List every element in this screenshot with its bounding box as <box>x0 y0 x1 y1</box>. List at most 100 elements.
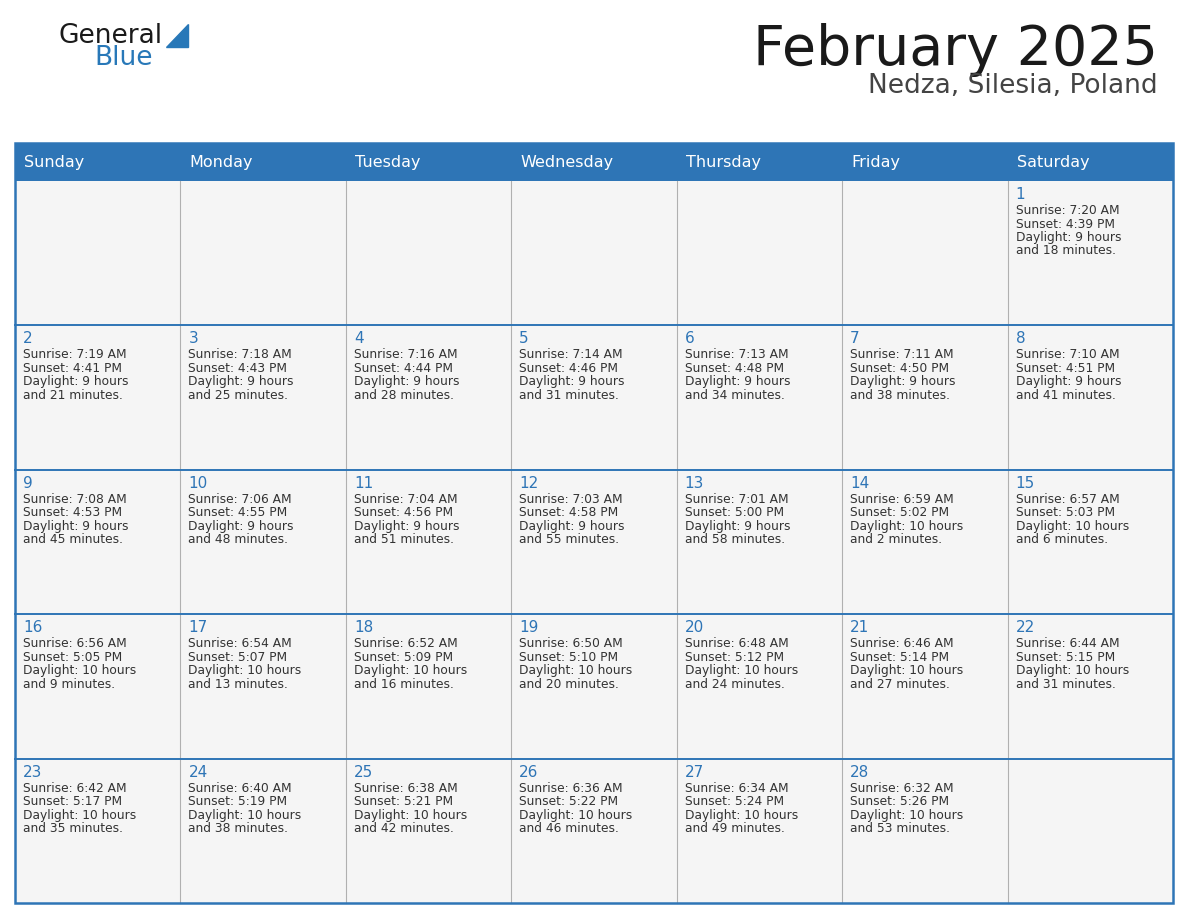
Text: and 45 minutes.: and 45 minutes. <box>23 533 124 546</box>
Text: and 18 minutes.: and 18 minutes. <box>1016 244 1116 258</box>
Bar <box>181 758 346 903</box>
Text: Sunset: 5:14 PM: Sunset: 5:14 PM <box>851 651 949 664</box>
Text: Sunset: 5:05 PM: Sunset: 5:05 PM <box>23 651 122 664</box>
Text: Sunset: 5:15 PM: Sunset: 5:15 PM <box>1016 651 1114 664</box>
Text: 28: 28 <box>851 765 870 779</box>
Text: Sunrise: 6:38 AM: Sunrise: 6:38 AM <box>354 781 457 795</box>
Bar <box>511 181 677 325</box>
Bar <box>181 470 346 614</box>
Bar <box>511 325 677 470</box>
Text: and 2 minutes.: and 2 minutes. <box>851 533 942 546</box>
Text: Sunset: 5:22 PM: Sunset: 5:22 PM <box>519 795 619 808</box>
Text: Daylight: 9 hours: Daylight: 9 hours <box>1016 375 1121 388</box>
Text: 9: 9 <box>23 476 33 491</box>
Text: 16: 16 <box>23 621 43 635</box>
Text: and 6 minutes.: and 6 minutes. <box>1016 533 1107 546</box>
Text: Sunday: Sunday <box>24 154 84 170</box>
Text: 7: 7 <box>851 331 860 346</box>
Text: Daylight: 9 hours: Daylight: 9 hours <box>354 375 460 388</box>
Text: 2: 2 <box>23 331 32 346</box>
Text: Nedza, Silesia, Poland: Nedza, Silesia, Poland <box>868 73 1158 99</box>
Text: Sunset: 5:17 PM: Sunset: 5:17 PM <box>23 795 122 808</box>
Text: Sunrise: 6:52 AM: Sunrise: 6:52 AM <box>354 637 457 650</box>
Text: 24: 24 <box>189 765 208 779</box>
Text: 10: 10 <box>189 476 208 491</box>
Text: Sunset: 5:21 PM: Sunset: 5:21 PM <box>354 795 453 808</box>
Text: Daylight: 10 hours: Daylight: 10 hours <box>851 809 963 822</box>
Text: Sunrise: 7:16 AM: Sunrise: 7:16 AM <box>354 349 457 362</box>
Text: 5: 5 <box>519 331 529 346</box>
Text: 26: 26 <box>519 765 538 779</box>
Text: Sunrise: 6:42 AM: Sunrise: 6:42 AM <box>23 781 127 795</box>
Text: Monday: Monday <box>189 154 253 170</box>
Bar <box>1007 470 1173 614</box>
Bar <box>1007 758 1173 903</box>
Text: 3: 3 <box>189 331 198 346</box>
Bar <box>346 758 511 903</box>
Text: and 16 minutes.: and 16 minutes. <box>354 677 454 690</box>
Text: Sunset: 5:00 PM: Sunset: 5:00 PM <box>684 507 784 520</box>
Text: Sunset: 5:19 PM: Sunset: 5:19 PM <box>189 795 287 808</box>
Text: Sunrise: 6:32 AM: Sunrise: 6:32 AM <box>851 781 954 795</box>
Text: Sunset: 4:41 PM: Sunset: 4:41 PM <box>23 362 122 375</box>
Text: and 38 minutes.: and 38 minutes. <box>189 823 289 835</box>
Bar <box>15 470 181 614</box>
Text: Daylight: 10 hours: Daylight: 10 hours <box>1016 665 1129 677</box>
Text: Daylight: 9 hours: Daylight: 9 hours <box>684 375 790 388</box>
Text: Sunrise: 7:08 AM: Sunrise: 7:08 AM <box>23 493 127 506</box>
Bar <box>677 470 842 614</box>
Text: Daylight: 9 hours: Daylight: 9 hours <box>189 520 293 532</box>
Bar <box>842 758 1007 903</box>
Text: and 58 minutes.: and 58 minutes. <box>684 533 785 546</box>
Text: Sunrise: 7:11 AM: Sunrise: 7:11 AM <box>851 349 954 362</box>
Text: and 21 minutes.: and 21 minutes. <box>23 389 122 402</box>
Text: Daylight: 9 hours: Daylight: 9 hours <box>23 375 128 388</box>
Text: Sunset: 4:58 PM: Sunset: 4:58 PM <box>519 507 619 520</box>
Bar <box>181 614 346 758</box>
Bar <box>842 470 1007 614</box>
Text: Sunrise: 6:57 AM: Sunrise: 6:57 AM <box>1016 493 1119 506</box>
Text: Daylight: 9 hours: Daylight: 9 hours <box>1016 231 1121 244</box>
Bar <box>15 143 1173 903</box>
Text: and 9 minutes.: and 9 minutes. <box>23 677 115 690</box>
Bar <box>15 325 181 470</box>
Text: Sunset: 5:02 PM: Sunset: 5:02 PM <box>851 507 949 520</box>
Text: 11: 11 <box>354 476 373 491</box>
Text: 14: 14 <box>851 476 870 491</box>
Text: Sunrise: 7:14 AM: Sunrise: 7:14 AM <box>519 349 623 362</box>
Text: Daylight: 9 hours: Daylight: 9 hours <box>684 520 790 532</box>
Text: Daylight: 9 hours: Daylight: 9 hours <box>519 520 625 532</box>
Bar <box>677 614 842 758</box>
Text: and 20 minutes.: and 20 minutes. <box>519 677 619 690</box>
Text: 22: 22 <box>1016 621 1035 635</box>
Text: Sunset: 5:24 PM: Sunset: 5:24 PM <box>684 795 784 808</box>
Text: Sunset: 4:44 PM: Sunset: 4:44 PM <box>354 362 453 375</box>
Text: Daylight: 10 hours: Daylight: 10 hours <box>519 665 632 677</box>
Text: Sunset: 4:55 PM: Sunset: 4:55 PM <box>189 507 287 520</box>
Text: and 31 minutes.: and 31 minutes. <box>1016 677 1116 690</box>
Text: 12: 12 <box>519 476 538 491</box>
Text: Daylight: 9 hours: Daylight: 9 hours <box>354 520 460 532</box>
Text: Daylight: 9 hours: Daylight: 9 hours <box>189 375 293 388</box>
Text: 23: 23 <box>23 765 43 779</box>
Text: Sunset: 4:51 PM: Sunset: 4:51 PM <box>1016 362 1114 375</box>
Polygon shape <box>166 24 188 47</box>
Bar <box>181 181 346 325</box>
Text: Daylight: 10 hours: Daylight: 10 hours <box>189 665 302 677</box>
Text: 13: 13 <box>684 476 704 491</box>
Text: Sunset: 5:09 PM: Sunset: 5:09 PM <box>354 651 453 664</box>
Text: 8: 8 <box>1016 331 1025 346</box>
Text: Sunrise: 6:40 AM: Sunrise: 6:40 AM <box>189 781 292 795</box>
Text: Sunrise: 7:20 AM: Sunrise: 7:20 AM <box>1016 204 1119 217</box>
Bar <box>677 758 842 903</box>
Text: Sunrise: 7:06 AM: Sunrise: 7:06 AM <box>189 493 292 506</box>
Text: Daylight: 9 hours: Daylight: 9 hours <box>519 375 625 388</box>
Text: 25: 25 <box>354 765 373 779</box>
Text: Daylight: 10 hours: Daylight: 10 hours <box>1016 520 1129 532</box>
Text: Sunset: 4:39 PM: Sunset: 4:39 PM <box>1016 218 1114 230</box>
Text: and 27 minutes.: and 27 minutes. <box>851 677 950 690</box>
Text: Daylight: 10 hours: Daylight: 10 hours <box>851 665 963 677</box>
Text: Sunrise: 6:56 AM: Sunrise: 6:56 AM <box>23 637 127 650</box>
Text: Sunset: 5:10 PM: Sunset: 5:10 PM <box>519 651 619 664</box>
Text: Sunrise: 6:34 AM: Sunrise: 6:34 AM <box>684 781 789 795</box>
